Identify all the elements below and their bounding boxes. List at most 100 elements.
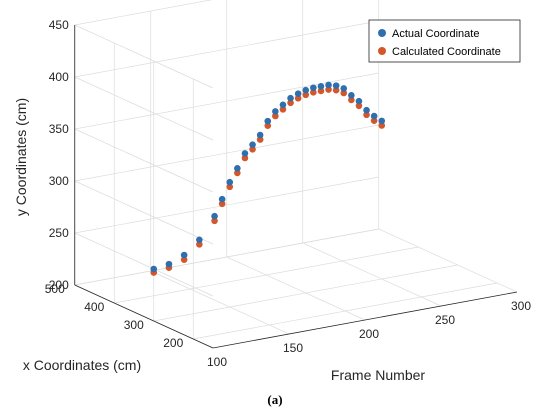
figure-caption: (a) bbox=[267, 392, 283, 407]
point-actual bbox=[287, 94, 294, 102]
point-calculated bbox=[317, 87, 325, 95]
point-calculated bbox=[287, 99, 294, 107]
point-calculated bbox=[226, 183, 234, 191]
z-tick-label: 250 bbox=[49, 226, 69, 240]
floor-grid-line bbox=[226, 256, 366, 321]
point-actual bbox=[363, 106, 370, 114]
point-calculated bbox=[279, 106, 287, 113]
point-calculated bbox=[264, 122, 272, 129]
y-axis-line bbox=[74, 284, 214, 349]
point-actual bbox=[180, 251, 188, 259]
point-actual bbox=[332, 82, 340, 89]
floor-grid-line bbox=[378, 228, 518, 293]
z-tick-label: 450 bbox=[49, 18, 69, 32]
tick-labels: 1001502002503002003004005002002503003504… bbox=[45, 18, 532, 369]
legend-label-actual: Actual Coordinate bbox=[392, 28, 479, 40]
point-actual bbox=[279, 101, 287, 109]
legend-marker-calculated bbox=[378, 47, 386, 55]
y-axis-title: x Coordinates (cm) bbox=[23, 357, 141, 373]
back-wall-grid-line bbox=[74, 228, 379, 286]
back-wall-grid-line bbox=[74, 176, 379, 234]
point-calculated bbox=[211, 217, 218, 225]
x-tick-label: 300 bbox=[511, 299, 531, 313]
point-actual bbox=[294, 90, 302, 97]
legend-marker-actual bbox=[378, 29, 386, 37]
x-axis-line bbox=[212, 291, 518, 349]
point-actual bbox=[340, 85, 348, 92]
y-tick-label: 200 bbox=[163, 336, 183, 350]
point-actual bbox=[256, 131, 264, 139]
point-calculated bbox=[249, 146, 256, 153]
point-calculated bbox=[302, 91, 310, 99]
back-wall-grid-line bbox=[74, 0, 213, 26]
point-calculated bbox=[348, 96, 355, 104]
z-tick-label: 400 bbox=[49, 70, 69, 84]
floor-grid-line bbox=[150, 270, 290, 335]
point-actual bbox=[249, 141, 256, 149]
z-tick-label: 200 bbox=[49, 278, 69, 292]
floor-grid-line bbox=[193, 282, 498, 340]
point-calculated bbox=[294, 94, 302, 102]
point-calculated bbox=[363, 111, 370, 119]
side-wall-grid-line bbox=[74, 232, 214, 297]
floor-grid-line bbox=[114, 246, 419, 304]
point-calculated bbox=[370, 117, 378, 124]
point-calculated bbox=[196, 241, 203, 248]
point-actual bbox=[355, 97, 363, 105]
point-actual bbox=[272, 108, 279, 115]
side-wall-grid-line bbox=[74, 128, 214, 193]
point-actual bbox=[348, 92, 355, 99]
x-tick-label: 200 bbox=[359, 327, 379, 341]
y-tick-label: 300 bbox=[124, 318, 144, 332]
point-actual bbox=[302, 86, 310, 94]
z-axis-title: y Coordinates (cm) bbox=[13, 98, 29, 216]
back-wall-grid-line bbox=[74, 20, 379, 78]
point-actual bbox=[310, 84, 317, 92]
z-tick-label: 350 bbox=[49, 122, 69, 136]
point-actual bbox=[370, 112, 378, 120]
point-actual bbox=[150, 265, 158, 273]
point-actual bbox=[264, 117, 272, 125]
back-wall-grid-line bbox=[74, 124, 379, 182]
point-calculated bbox=[378, 122, 386, 129]
point-calculated bbox=[332, 86, 340, 94]
y-tick-label: 400 bbox=[84, 300, 104, 314]
point-calculated bbox=[241, 154, 249, 162]
data-points bbox=[150, 81, 386, 276]
point-actual bbox=[218, 195, 226, 203]
legend-box bbox=[368, 19, 521, 63]
floor-grid-line bbox=[302, 242, 442, 307]
floor-grid-line bbox=[153, 264, 458, 322]
point-calculated bbox=[218, 200, 226, 208]
point-actual bbox=[325, 81, 332, 89]
point-calculated bbox=[180, 256, 188, 263]
y-tick-label: 500 bbox=[45, 282, 65, 296]
point-actual bbox=[241, 150, 249, 157]
point-calculated bbox=[310, 89, 317, 96]
point-calculated bbox=[325, 86, 332, 93]
side-wall-grid-line bbox=[74, 76, 214, 141]
point-actual bbox=[378, 117, 386, 125]
z-tick-label: 300 bbox=[49, 174, 69, 188]
point-actual bbox=[165, 260, 173, 268]
point-calculated bbox=[340, 89, 348, 97]
point-calculated bbox=[234, 169, 241, 177]
legend: Actual Coordinate Calculated Coordinate bbox=[368, 19, 521, 63]
legend-label-calculated: Calculated Coordinate bbox=[392, 46, 501, 58]
x-tick-label: 150 bbox=[283, 341, 303, 355]
point-calculated bbox=[355, 102, 363, 110]
point-actual bbox=[196, 236, 203, 244]
point-calculated bbox=[256, 136, 264, 143]
x-tick-label: 250 bbox=[435, 313, 455, 327]
axes bbox=[74, 25, 518, 349]
side-wall-grid-line bbox=[74, 24, 214, 89]
x-axis-title: Frame Number bbox=[331, 367, 425, 383]
point-actual bbox=[317, 83, 325, 90]
point-actual bbox=[234, 165, 241, 172]
x-tick-label: 100 bbox=[207, 355, 227, 369]
side-wall-grid-line bbox=[74, 180, 214, 245]
point-actual bbox=[211, 212, 218, 220]
point-actual bbox=[226, 178, 234, 186]
point-calculated bbox=[272, 112, 279, 120]
